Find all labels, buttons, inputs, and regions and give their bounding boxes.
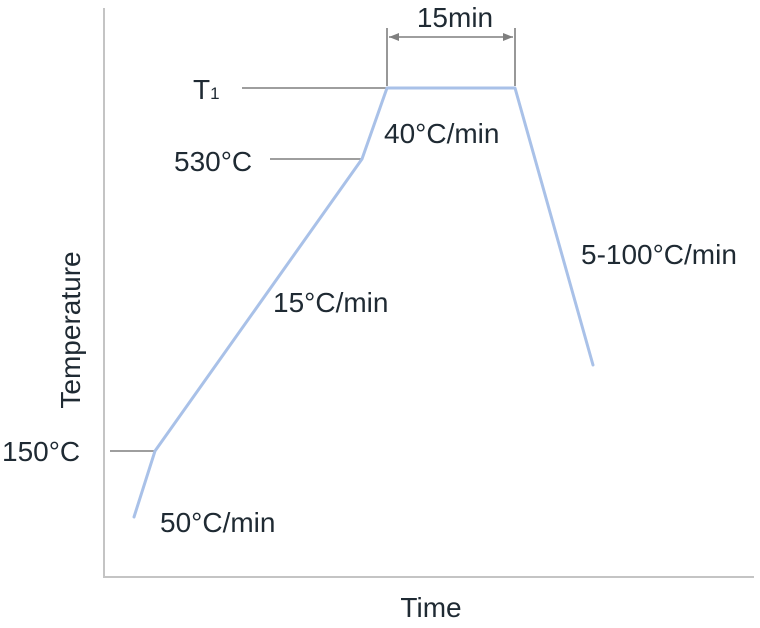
rate-cooling-label: 5-100°C/min	[581, 239, 737, 270]
rate-15-label: 15°C/min	[273, 287, 388, 318]
rate-40-label: 40°C/min	[384, 118, 499, 149]
hold-duration-label: 15min	[417, 2, 493, 33]
x-axis-label: Time	[400, 592, 461, 623]
temperature-profile-line	[132, 86, 595, 519]
t530-label: 530°C	[174, 146, 252, 177]
t150-label: 150°C	[2, 436, 80, 467]
y-axis-label: Temperature	[55, 251, 86, 408]
hold-arrowhead-right	[503, 33, 513, 41]
hold-arrowhead-left	[389, 33, 399, 41]
t1-subscript: 1	[210, 84, 219, 103]
rate-50-label: 50°C/min	[160, 507, 275, 538]
t1-main-text: T	[193, 74, 210, 105]
t1-label: T1	[193, 74, 220, 105]
